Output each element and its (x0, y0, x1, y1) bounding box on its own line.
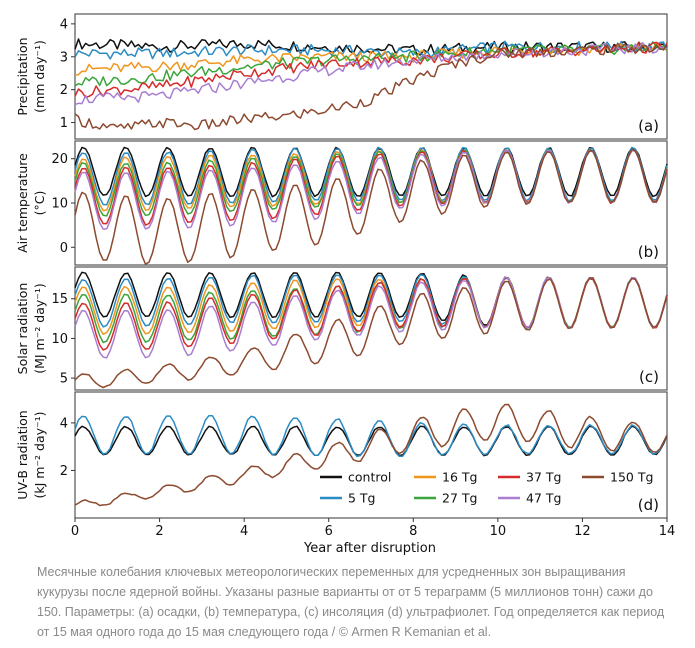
series-line-150-tg (74, 277, 668, 389)
x-tick-label: 8 (409, 524, 417, 539)
y-tick-label: 4 (60, 416, 68, 431)
x-tick-label: 14 (659, 524, 676, 539)
series-line-47-tg (74, 149, 668, 230)
figure-caption: Месячные колебания ключевых метеорологич… (37, 565, 665, 639)
y-tick-label: 4 (60, 17, 68, 32)
y-tick-label: 10 (51, 332, 68, 347)
y-tick-label: 20 (51, 152, 68, 167)
legend-16-tg-label: 16 Tg (442, 470, 477, 485)
series-line-37-tg (74, 41, 668, 99)
panel-d: 2 4 UV-B radiation (kJ m⁻² day⁻¹) (d) (15, 391, 668, 519)
y-axis-units: (kJ m⁻² day⁻¹) (32, 411, 47, 498)
series-line-47-tg (74, 41, 667, 106)
y-axis-label: UV-B radiation (15, 410, 30, 499)
y-tick-label: 2 (60, 83, 68, 98)
legend: control 16 Tg 37 Tg 150 Tg 5 Tg 27 Tg 47 Tg (320, 470, 653, 506)
legend-5-tg-label: 5 Tg (348, 491, 376, 506)
panel-label: (a) (638, 117, 659, 135)
legend-27-tg-label: 27 Tg (442, 491, 477, 506)
panel-frame (74, 266, 668, 391)
panel-label: (c) (639, 368, 659, 386)
y-axis-label: Solar radiation (15, 283, 30, 375)
legend-control-label: control (348, 470, 391, 485)
y-tick-label: 2 (60, 464, 68, 479)
x-tick-label: 12 (574, 524, 591, 539)
x-tick-label: 2 (155, 524, 163, 539)
x-tick-label: 0 (71, 524, 79, 539)
y-tick-label: 1 (60, 116, 68, 131)
y-axis-units: (MJ m⁻² day⁻¹) (32, 283, 47, 374)
panel-label: (b) (638, 243, 659, 261)
legend-37-tg-label: 37 Tg (526, 470, 561, 485)
series-line-150-tg (74, 42, 668, 131)
y-tick-label: 15 (51, 292, 68, 307)
panel-b: 0 10 20 Air temperature (°C) (b) (15, 140, 668, 266)
x-tick-label: 4 (240, 524, 248, 539)
series-line-150-tg (74, 148, 668, 265)
y-axis-units: (°C) (32, 191, 47, 216)
y-tick-label: 3 (60, 50, 68, 65)
y-axis-label: Precipitation (15, 37, 30, 115)
panel-frame (74, 13, 668, 140)
x-axis-label: Year after disruption (303, 541, 436, 556)
panel-a: 1 2 3 4 Precipitation (mm day⁻¹) (a) (15, 13, 668, 140)
panel-frame (74, 140, 668, 266)
legend-150-tg-label: 150 Tg (610, 470, 653, 485)
y-axis-label: Air temperature (15, 153, 30, 253)
panel-label: (d) (638, 496, 659, 514)
y-tick-label: 10 (51, 197, 68, 212)
y-tick-label: 0 (60, 241, 68, 256)
panel-c: 5 10 15 Solar radiation (MJ m⁻² day⁻¹) (c) (15, 266, 668, 391)
y-axis-units: (mm day⁻¹) (32, 40, 47, 113)
legend-47-tg-label: 47 Tg (526, 491, 561, 506)
series-line-5-tg (74, 414, 668, 458)
y-tick-label: 5 (60, 372, 68, 387)
x-tick-label: 6 (325, 524, 333, 539)
x-tick-label: 10 (490, 524, 507, 539)
series-line-27-tg (74, 41, 668, 87)
series-line-150-tg (74, 403, 668, 507)
panel-frame (74, 391, 668, 519)
